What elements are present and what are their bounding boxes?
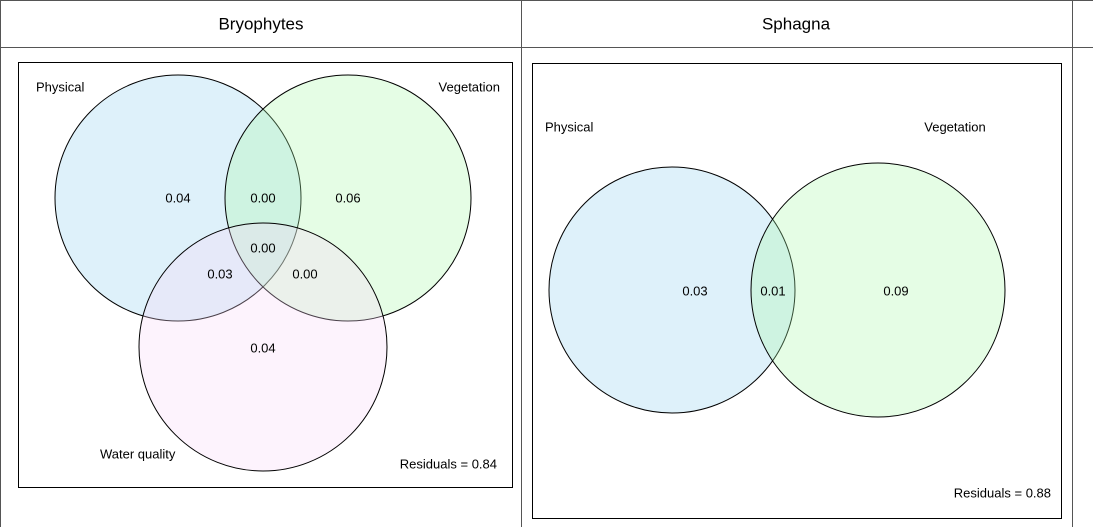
set-label: Physical [36,79,85,94]
set-label: Vegetation [439,79,500,94]
set-circle [548,166,796,414]
column-header: Sphagna [762,14,831,33]
region-value: 0.09 [883,283,908,298]
set-label: Water quality [100,446,176,461]
region-value: 0.00 [250,190,275,205]
region-value: 0.04 [165,190,190,205]
region-value: 0.01 [760,283,785,298]
set-label: Vegetation [924,119,985,134]
set-circle [224,74,472,322]
region-value: 0.00 [250,240,275,255]
set-circle [138,222,388,472]
column-header: Bryophytes [218,14,303,33]
region-value: 0.03 [207,266,232,281]
region-value: 0.04 [250,340,275,355]
residuals: Residuals = 0.84 [400,456,497,471]
region-value: 0.00 [292,266,317,281]
residuals: Residuals = 0.88 [954,485,1051,500]
set-label: Physical [545,119,594,134]
venn-diagram: Physical Vegetation 0.03 0.01 0.09 Resid… [532,63,1062,519]
venn-diagram: Physical Vegetation Water quality 0.04 0… [18,62,513,488]
region-value: 0.03 [682,283,707,298]
plot-frame [18,62,513,488]
region-value: 0.06 [335,190,360,205]
plot-frame [532,63,1062,519]
set-circle [54,74,302,322]
set-circle [750,162,1006,418]
